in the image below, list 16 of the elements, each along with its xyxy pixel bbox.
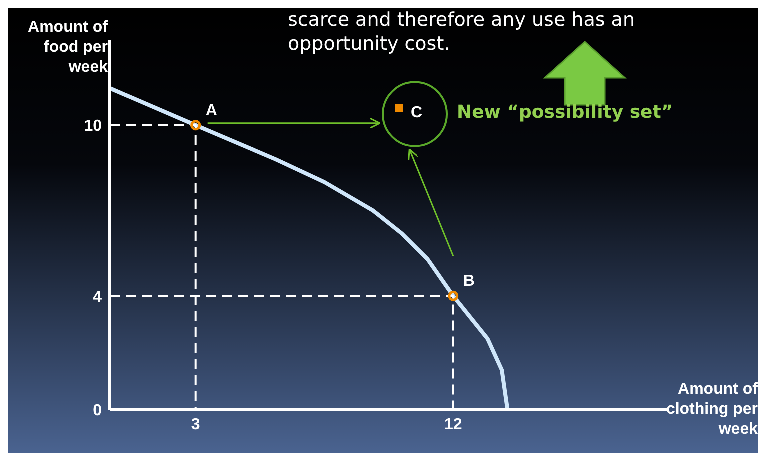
annotation: New “possibility set” [457, 102, 674, 124]
series-label: B [463, 273, 475, 290]
point [395, 104, 404, 112]
y-axis-title: Amount of food per week [27, 18, 108, 78]
annotation: scarce and therefore any use has an opportunity cost. [288, 8, 636, 56]
x-tick-label: 3 [191, 416, 200, 434]
line-series [110, 86, 510, 410]
y-tick-label: 0 [93, 402, 102, 420]
series-label: C [411, 104, 424, 122]
point [190, 120, 202, 131]
y-tick-label: 4 [93, 288, 102, 306]
x-tick-label: 12 [444, 416, 462, 434]
x-axis-title: Amount of clothing per week [665, 380, 758, 440]
y-tick-label: 10 [84, 118, 102, 136]
series-label: A [206, 102, 218, 120]
point [448, 290, 459, 302]
